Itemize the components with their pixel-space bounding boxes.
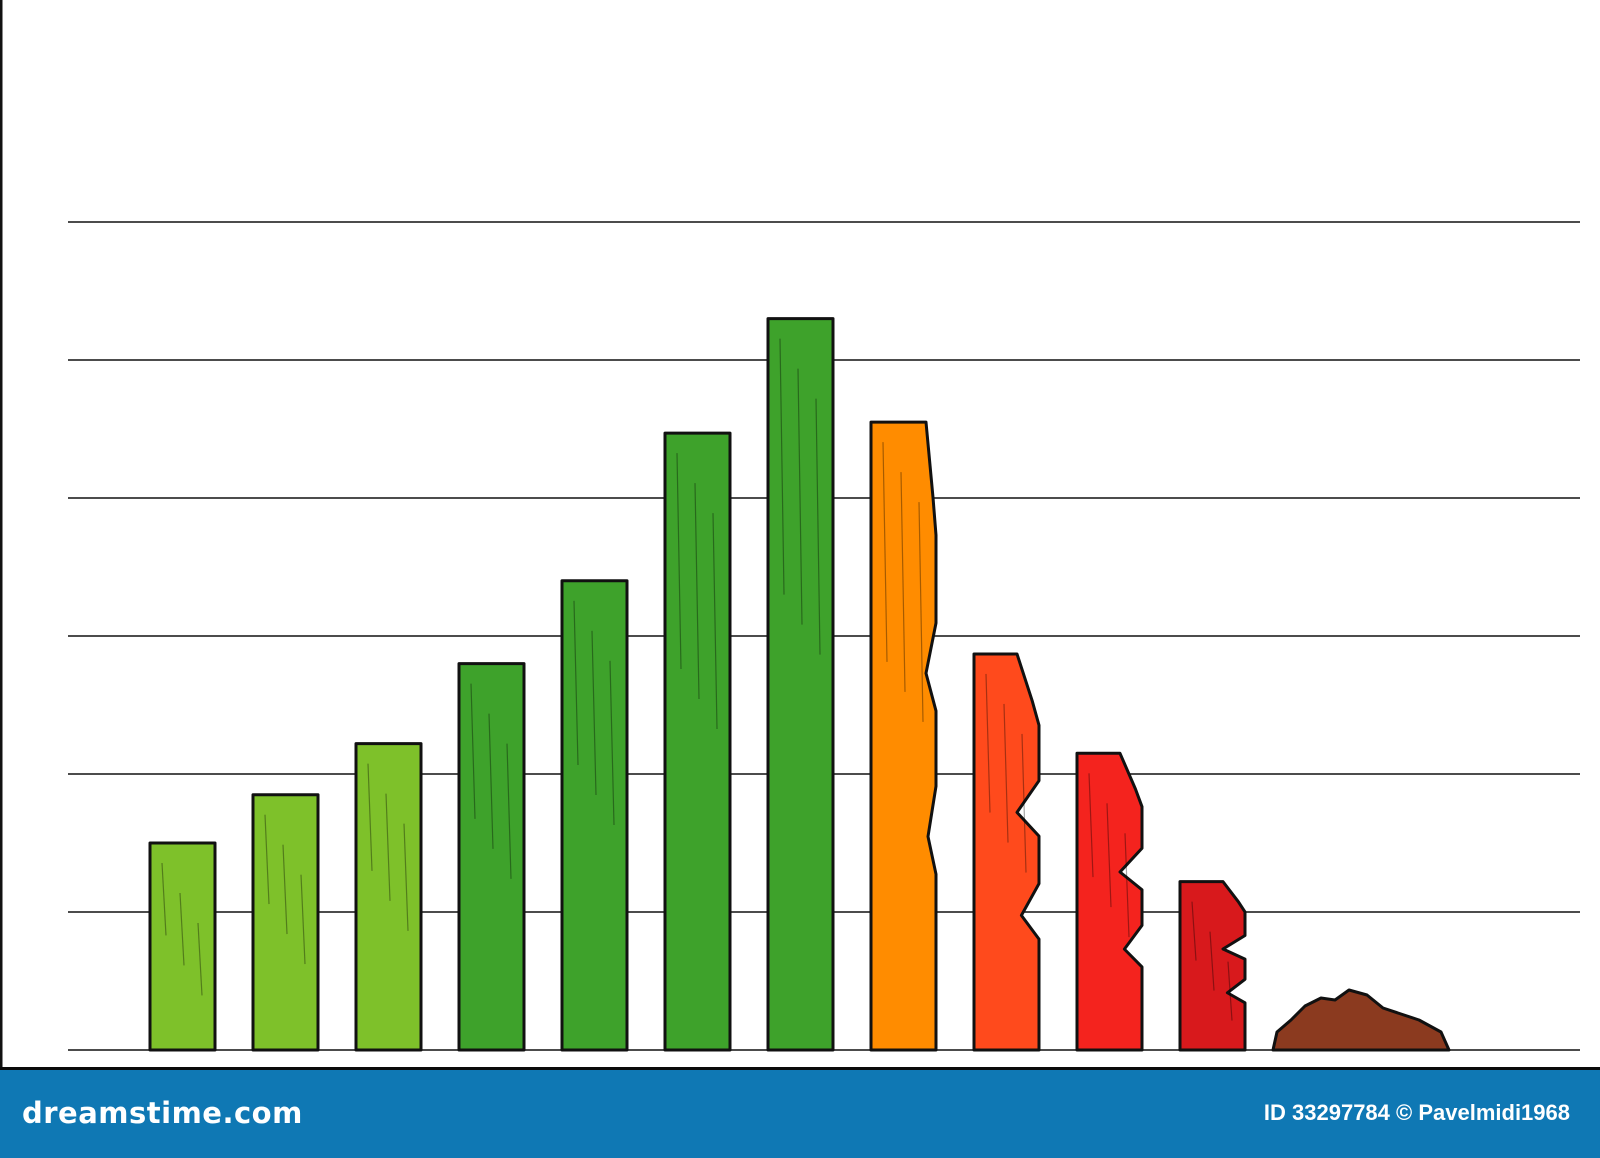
bar-8-hatch-2 [900,472,906,692]
bar-5-hatch-3 [609,660,615,826]
bar-8-hatch-1 [882,442,888,662]
bar-1 [148,841,217,1052]
bar-9-hatch-1 [985,673,991,813]
bar-10 [1075,751,1144,1052]
bar-1-hatch-1 [161,862,167,936]
bar-7-hatch-3 [815,398,821,655]
bar-10-hatch-1 [1088,773,1094,878]
bar-11-hatch-1 [1191,901,1197,961]
bar-2 [251,793,320,1052]
bar-11 [1178,880,1247,1052]
bar-8-hatch-3 [918,502,924,722]
bar-4-hatch-3 [506,743,512,879]
bar-1-hatch-2 [179,892,185,966]
bar-5 [560,579,629,1052]
bar-9 [972,652,1041,1052]
bars [148,317,1451,1052]
bar-8 [869,420,938,1052]
brand-logo-text: dreamstime.com [22,1096,303,1130]
bar-7 [766,317,835,1052]
bar-10-hatch-2 [1106,803,1112,908]
bar-3 [354,742,423,1052]
image-credit: ID 33297784 © Pavelmidi1968 [1263,1100,1570,1125]
bar-9-hatch-2 [1003,703,1009,843]
bar-6-hatch-2 [694,483,700,700]
bar-4-hatch-1 [470,683,476,819]
bar-11-hatch-3 [1227,961,1233,1021]
bar-3-hatch-1 [367,763,373,871]
bar-11-hatch-2 [1209,931,1215,991]
bar-1-hatch-3 [197,922,203,996]
bar-6-hatch-3 [712,513,718,730]
bar-3-hatch-3 [403,823,409,931]
bar-chart [0,0,1580,1067]
bar-5-hatch-1 [573,600,579,766]
bar-4 [457,662,526,1052]
bar-6-hatch-1 [676,453,682,670]
bar-2-hatch-3 [300,874,306,965]
bar-2-hatch-1 [264,814,270,905]
bar-7-hatch-2 [797,368,803,625]
bar-10-hatch-3 [1124,833,1130,938]
bar-5-hatch-2 [591,630,597,796]
bar-4-hatch-2 [488,713,494,849]
bar-6 [663,431,732,1052]
bar-2-hatch-2 [282,844,288,935]
bar-3-hatch-2 [385,793,391,901]
watermark-footer: dreamstime.com ID 33297784 © Pavelmidi19… [0,1067,1600,1158]
bar-12 [1271,988,1451,1052]
bar-9-hatch-3 [1021,733,1027,873]
bar-7-hatch-1 [779,338,785,595]
